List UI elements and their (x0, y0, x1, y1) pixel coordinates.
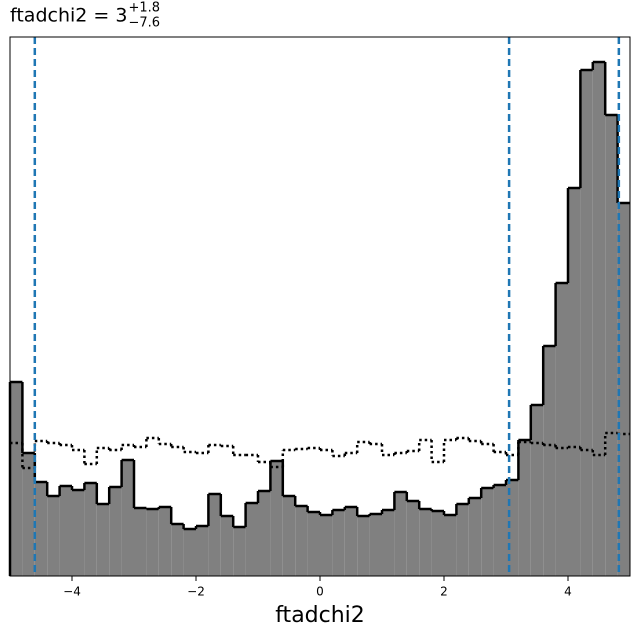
bar (580, 70, 593, 576)
x-tick-label: 2 (440, 585, 448, 599)
bar (59, 486, 72, 576)
bar (134, 508, 147, 576)
bar (196, 526, 209, 576)
bar (295, 506, 308, 576)
bar (109, 487, 122, 576)
bar (444, 515, 457, 576)
bar (158, 507, 172, 576)
x-tick-label: 4 (564, 585, 572, 599)
bar (307, 512, 320, 576)
bar (258, 491, 271, 576)
bar (34, 482, 48, 576)
bar (592, 62, 606, 576)
bar (605, 115, 618, 576)
bar (233, 527, 246, 576)
bar (555, 283, 568, 576)
bar (220, 516, 234, 576)
bar (431, 511, 444, 576)
bar (47, 496, 60, 576)
bar (518, 440, 531, 576)
bar (369, 514, 382, 576)
bar (406, 501, 420, 576)
bar (543, 346, 556, 576)
bar (530, 405, 544, 576)
bar (22, 453, 35, 576)
x-tick-label: −2 (187, 585, 205, 599)
bar (72, 490, 85, 576)
bar (270, 461, 283, 576)
bar (382, 510, 395, 576)
bar (320, 515, 333, 576)
bar (84, 483, 97, 576)
title-upper: +1.8 (128, 1, 160, 16)
bar (332, 510, 345, 576)
bar (282, 496, 296, 576)
bar (121, 460, 134, 576)
x-axis-label: ftadchi2 (275, 603, 365, 628)
bar (468, 498, 482, 576)
bar (344, 507, 358, 576)
bar (617, 203, 630, 576)
bar (245, 503, 258, 576)
x-tick-label: 0 (316, 585, 324, 599)
bar (419, 509, 432, 576)
bar (568, 188, 581, 576)
bar (493, 485, 506, 576)
title-lower: −7.6 (128, 16, 160, 31)
x-tick-label: −4 (63, 585, 81, 599)
bar (171, 524, 184, 576)
bar (456, 504, 469, 576)
bar (146, 509, 159, 576)
bar (357, 516, 370, 576)
bar (481, 488, 494, 576)
chart-title: ftadchi2 = 3 (10, 5, 127, 27)
bar (183, 529, 196, 576)
bar (394, 492, 407, 576)
bar (96, 504, 110, 576)
bar (208, 494, 221, 576)
bar (10, 382, 23, 576)
